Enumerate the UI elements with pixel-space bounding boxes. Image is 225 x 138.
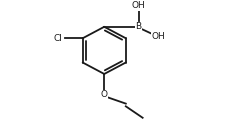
Text: Cl: Cl — [53, 34, 62, 43]
Text: B: B — [135, 22, 141, 31]
Text: O: O — [100, 90, 107, 99]
Text: OH: OH — [151, 32, 164, 41]
Text: OH: OH — [131, 1, 145, 10]
